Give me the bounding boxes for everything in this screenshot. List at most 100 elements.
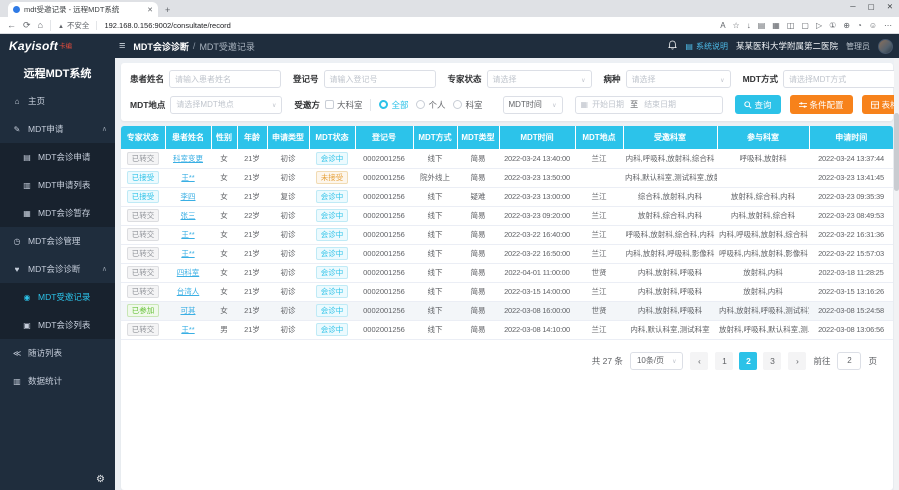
mdt-status-badge: 会诊中: [315, 265, 349, 280]
big-dept-checkbox[interactable]: [324, 100, 334, 109]
records-table: 专家状态 患者姓名 性别 年龄 申请类型 MDT状态 登记号 MDT方式 MDT类型 MDT时间 M…: [121, 126, 893, 340]
patient-name-link[interactable]: 王**: [181, 325, 195, 334]
sidebar-item-label: MDT会诊管理: [28, 236, 81, 246]
disease-select[interactable]: 请选择: [625, 70, 731, 88]
profile-icon[interactable]: ☺: [868, 20, 877, 30]
cell-gender: 女: [211, 206, 237, 226]
patient-name-link[interactable]: 王**: [181, 173, 195, 182]
split-screen-icon[interactable]: ◫: [786, 20, 795, 30]
patient-name-input[interactable]: 请输入患者姓名: [169, 70, 282, 88]
gear-icon[interactable]: ⚙: [96, 474, 105, 485]
mdt-status-badge: 会诊中: [315, 208, 349, 223]
page-button-2[interactable]: 2: [739, 351, 758, 370]
time-field-select[interactable]: MDT时间: [502, 95, 563, 114]
date-range-input[interactable]: ▦ 开始日期 至 结束日期: [574, 95, 723, 114]
patient-name-link[interactable]: 张三: [180, 211, 196, 220]
cell-mdt-status: 未接受: [309, 168, 355, 188]
reading-list-icon[interactable]: ▤: [757, 20, 766, 30]
more-menu-icon[interactable]: ⋯: [884, 20, 892, 30]
sidebar-panel-icon[interactable]: ▢: [801, 20, 809, 30]
expert-status-select[interactable]: 请选择: [486, 70, 592, 88]
bell-icon[interactable]: [668, 37, 678, 55]
shield-icon: ▣: [23, 320, 31, 330]
save-icon: ▦: [23, 208, 31, 218]
page-button-3[interactable]: 3: [763, 351, 782, 370]
sidebar-item[interactable]: ▥ 数据统计: [0, 367, 115, 395]
sidebar-item-label: MDT会诊申请: [38, 152, 91, 162]
sidebar-collapse-icon[interactable]: ≡: [119, 40, 126, 52]
sidebar-item[interactable]: ▣ MDT会诊列表: [0, 311, 115, 339]
patient-name-link[interactable]: 李四: [180, 192, 196, 201]
mdt-mode-select[interactable]: 请选择MDT方式: [782, 70, 899, 88]
sidebar-item[interactable]: ▤ MDT会诊申请: [0, 143, 115, 171]
sidebar-item[interactable]: ♥ MDT会诊诊断 ∧: [0, 255, 115, 283]
cell-gender: 女: [211, 187, 237, 207]
close-button-icon[interactable]: ✕: [886, 2, 893, 11]
scrollbar-track[interactable]: [894, 58, 899, 490]
cell-mdt-type: 简易: [457, 149, 499, 169]
scrollbar-thumb[interactable]: [894, 113, 899, 191]
radio-personal[interactable]: 个人: [416, 99, 445, 111]
cell-participating-depts: 呼吸科,放射科: [717, 149, 809, 169]
cell-invited-depts: 内科,放射科,呼吸科: [623, 301, 717, 321]
translate-icon[interactable]: A: [720, 20, 726, 30]
extensions-icon[interactable]: ⊕: [843, 20, 850, 30]
patient-name-link[interactable]: 台湾人: [176, 287, 200, 296]
search-button[interactable]: 查询: [734, 95, 781, 114]
page-size-select[interactable]: 10条/页: [629, 351, 684, 370]
next-page-button[interactable]: ›: [788, 351, 807, 370]
table-head-row: 专家状态 患者姓名 性别 年龄 申请类型 MDT状态 登记号 MDT方式 MDT类型 MDT时间 M…: [121, 126, 893, 149]
tab-close-icon[interactable]: ✕: [147, 6, 153, 14]
sidebar-item[interactable]: ◉ MDT受邀记录: [0, 283, 115, 311]
cell-apply-type: 初诊: [267, 149, 309, 169]
column-header: 登记号: [355, 126, 414, 149]
sidebar-item[interactable]: ✎ MDT申请 ∧: [0, 115, 115, 143]
patient-name-link[interactable]: 王**: [181, 230, 195, 239]
sidebar-title: 远程MDT系统: [23, 68, 92, 80]
favorite-star-icon[interactable]: ☆: [732, 20, 740, 30]
cell-gender: 女: [211, 282, 237, 302]
minimize-button-icon[interactable]: ─: [850, 2, 856, 11]
radio-all[interactable]: 全部: [379, 99, 408, 111]
jump-page-input[interactable]: 2: [837, 351, 862, 370]
column-header: 参与科室: [717, 126, 810, 149]
collections-icon[interactable]: ▦: [772, 20, 780, 30]
security-indicator[interactable]: 不安全: [49, 19, 89, 31]
media-control-icon[interactable]: ▷: [815, 20, 823, 30]
cell-mdt-place: [575, 168, 623, 188]
sidebar-item[interactable]: ◷ MDT会诊管理: [0, 227, 115, 255]
patient-name-link[interactable]: 四科室: [176, 268, 200, 277]
page-button-1[interactable]: 1: [715, 351, 734, 370]
download-icon[interactable]: ↓: [746, 20, 751, 30]
sidebar-item[interactable]: ▥ MDT申请列表: [0, 171, 115, 199]
jump-suffix: 页: [868, 355, 877, 366]
reg-no-input[interactable]: 请输入登记号: [323, 70, 436, 88]
new-tab-button[interactable]: +: [165, 5, 171, 15]
patient-name-link[interactable]: 可其: [180, 306, 196, 315]
prev-page-button[interactable]: ‹: [690, 351, 709, 370]
records-table-card: 专家状态 患者姓名 性别 年龄 申请类型 MDT状态 登记号 MDT方式 MDT类型 MDT时间 M…: [121, 126, 893, 490]
cell-mdt-time: 2022-03-15 14:00:00: [499, 282, 575, 302]
condition-config-button[interactable]: 条件配置: [789, 95, 853, 114]
patient-name-link[interactable]: 王**: [181, 249, 195, 258]
reload-icon[interactable]: ⟳: [23, 19, 31, 30]
sidebar-item[interactable]: ≪ 随访列表: [0, 339, 115, 367]
back-icon[interactable]: ←: [7, 20, 16, 30]
system-help-link[interactable]: ▤ 系统说明: [685, 41, 728, 51]
home-icon[interactable]: ⌂: [37, 20, 43, 30]
browser-tab[interactable]: mdt受邀记录 - 远程MDT系统 ✕: [8, 2, 158, 17]
sync-icon[interactable]: ◔: [856, 20, 862, 30]
sidebar-item[interactable]: ⌂ 主页: [0, 87, 115, 115]
patient-name-link[interactable]: 科室变更: [173, 153, 203, 163]
cell-apply-time: 2022-03-18 11:28:25: [809, 263, 893, 283]
radio-dept[interactable]: 科室: [453, 99, 483, 111]
mdt-place-select[interactable]: 请选择MDT地点: [170, 95, 283, 114]
reg-no-label: 登记号: [293, 74, 319, 84]
share-icon: ≪: [12, 348, 22, 358]
sidebar-item[interactable]: ▦ MDT会诊暂存: [0, 199, 115, 227]
url-input[interactable]: 192.168.0.156:9002/consultate/record: [96, 20, 231, 30]
maximize-button-icon[interactable]: ▢: [867, 2, 875, 11]
table-config-button[interactable]: 表格配置: [861, 95, 899, 114]
user-avatar[interactable]: [878, 38, 893, 54]
tab-counter-icon[interactable]: ①: [829, 20, 837, 30]
